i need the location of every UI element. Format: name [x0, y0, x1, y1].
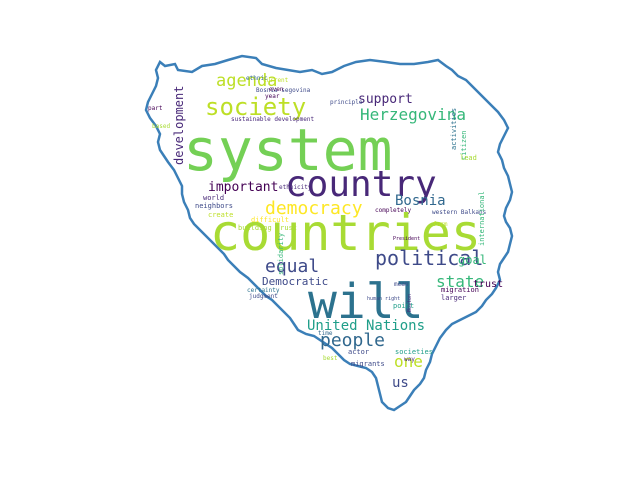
word-way: way	[404, 356, 415, 363]
word-mean: mean	[394, 281, 409, 288]
word-us: us	[392, 375, 409, 391]
word-building-trust: building trust	[238, 224, 297, 232]
word-solidarity: solidarity	[277, 233, 285, 275]
word-based: based	[152, 123, 170, 130]
word-society: society	[205, 93, 306, 121]
word-migration: migration	[441, 286, 479, 294]
word-political: political	[375, 246, 483, 270]
word-larger: larger	[441, 294, 466, 302]
word-international: international	[478, 191, 486, 246]
word-world: world	[203, 194, 224, 202]
word-certainty: certainty	[247, 287, 280, 294]
word-citizen: citizen	[460, 130, 468, 160]
word-best: best	[323, 355, 338, 362]
word-societies: societies	[395, 348, 433, 356]
word-countries: countries	[210, 204, 481, 262]
word-trust: trust	[473, 279, 503, 290]
word-create: create	[208, 211, 233, 219]
words-layer: system countries will country society politic…	[148, 71, 503, 391]
word-democratic: Democratic	[262, 275, 328, 288]
word-neighbors: neighbors	[195, 202, 233, 210]
word-equal: equal	[265, 256, 319, 277]
word-lead: lead	[460, 154, 477, 162]
word-important: important	[208, 180, 278, 195]
word-sustainable-development: sustainable development	[231, 116, 314, 123]
word-bosnia: Bosnia	[395, 193, 446, 209]
map-outline	[144, 54, 514, 412]
word-bosnia-segovina: Bosnia segovina	[256, 87, 311, 94]
word-point: point	[393, 302, 414, 310]
word-form: form	[433, 221, 448, 228]
word-difficult: difficult	[251, 216, 289, 224]
word-completely: completely	[375, 207, 412, 214]
word-activities: activities	[450, 108, 458, 150]
word-herzegovina: Herzegovina	[360, 105, 466, 124]
word-principle: principle	[330, 99, 363, 106]
word-current: current	[263, 77, 289, 84]
word-time: time	[318, 330, 333, 337]
word-system: system	[183, 116, 393, 184]
word-president: President	[393, 236, 420, 242]
word-democracy: democracy	[265, 198, 363, 219]
word-human-right: human right	[367, 296, 400, 302]
word-state: state	[436, 272, 484, 291]
word-one: one	[394, 352, 423, 371]
word-even: even	[269, 86, 284, 93]
word-actor: actor	[348, 348, 369, 356]
word-country: country	[285, 164, 437, 205]
word-judgment: judgment	[249, 293, 278, 300]
word-ethnicity: ethnicity	[279, 184, 312, 191]
word-will: will	[308, 274, 424, 330]
word-goal: goal	[458, 253, 487, 267]
word-people: people	[320, 330, 385, 351]
word-united-nations: United Nations	[307, 318, 425, 334]
word-western-balkans: western Balkans	[432, 209, 487, 216]
word-development: development	[172, 86, 186, 165]
word-part: part	[148, 105, 163, 112]
word-year: year	[265, 93, 280, 100]
word-ethnic: ethnic	[246, 75, 268, 82]
word-boston: Boston	[407, 294, 413, 312]
word-support: support	[358, 92, 413, 107]
word-agenda: agenda	[216, 71, 277, 91]
word-migrants: migrants	[351, 360, 385, 368]
